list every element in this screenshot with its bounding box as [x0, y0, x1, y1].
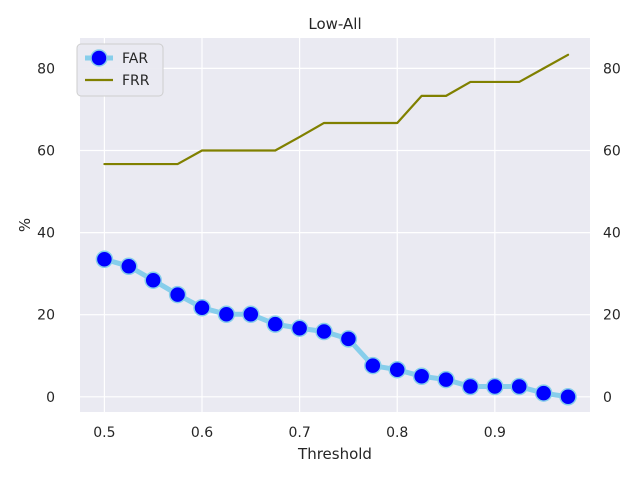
y-tick-label-left: 80: [37, 61, 55, 77]
series-point-far: [95, 250, 114, 269]
x-tick-label: 0.9: [484, 425, 506, 441]
series-point-far: [242, 305, 260, 324]
y-tick-label-left: 20: [37, 308, 55, 324]
series-point-far: [388, 360, 406, 379]
legend-marker-far: [90, 49, 108, 67]
series-point-far: [559, 388, 577, 406]
y-tick-label-right: 0: [603, 390, 612, 406]
series-point-far: [364, 356, 382, 375]
y-tick-label-right: 60: [603, 143, 621, 159]
y-tick-label-left: 60: [37, 143, 55, 159]
y-tick-label-right: 40: [603, 226, 621, 242]
x-tick-label: 0.8: [386, 425, 408, 441]
y-tick-label-right: 80: [603, 61, 621, 77]
x-axis-label: Threshold: [297, 445, 372, 463]
legend-label-frr: FRR: [122, 73, 150, 89]
y-tick-label-right: 20: [603, 308, 621, 324]
series-point-far: [534, 384, 553, 402]
y-tick-label-left: 40: [37, 226, 55, 242]
y-tick-label-left: 0: [46, 390, 55, 406]
series-point-far: [437, 370, 455, 389]
y-axis-label: %: [16, 218, 34, 232]
series-point-far: [315, 322, 333, 341]
legend: FAR FRR: [76, 43, 164, 97]
series-point-far: [461, 377, 480, 396]
series-point-far: [486, 377, 504, 396]
x-tick-label: 0.5: [93, 425, 115, 441]
series-point-far: [510, 377, 528, 396]
x-tick-label: 0.7: [288, 425, 310, 441]
plot-area: [80, 38, 590, 412]
grid: [80, 38, 590, 412]
chart-title: Low-All: [308, 15, 361, 33]
series-point-far: [266, 315, 284, 333]
series-point-far: [168, 285, 187, 304]
ticks: 0.5 0.6 0.7 0.8 0.9 0 0 20 20 40 40 60 60 80 80: [37, 61, 621, 441]
x-tick-label: 0.6: [191, 425, 213, 441]
series-point-far: [144, 271, 162, 289]
series-line-frr: [103, 53, 570, 166]
legend-label-far: FAR: [122, 51, 148, 67]
series-point-far: [193, 298, 211, 317]
series-point-far: [339, 330, 358, 348]
series-point-far: [217, 305, 236, 324]
series-point-far: [290, 319, 309, 338]
series-point-far: [412, 367, 431, 386]
series-point-far: [120, 257, 138, 276]
series-layer: [95, 53, 577, 406]
legend-box: [76, 43, 164, 97]
